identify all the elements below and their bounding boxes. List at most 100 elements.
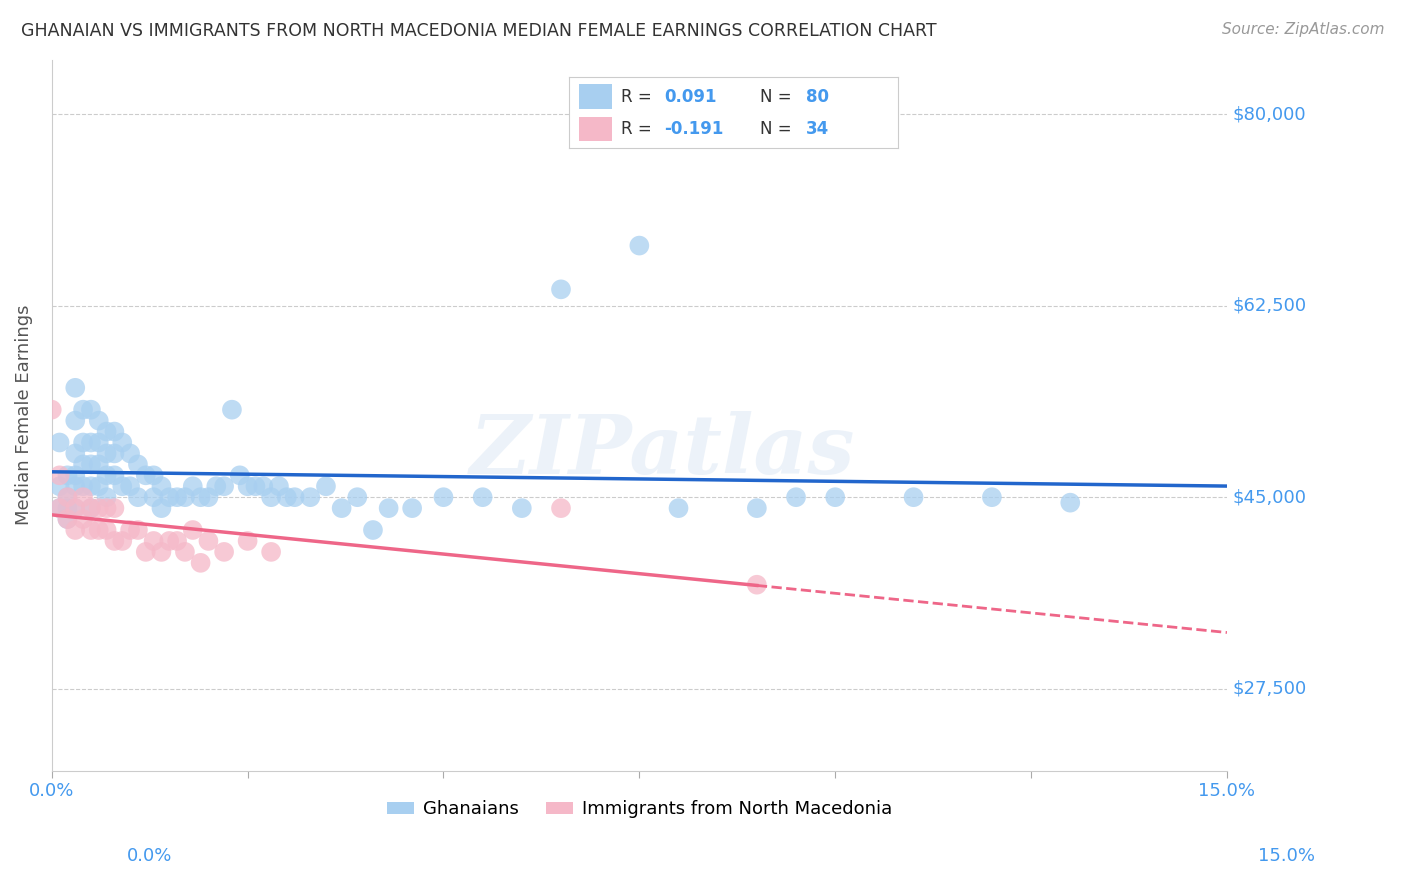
Point [96,523,118,537]
Point [245,479,267,493]
Point [72,490,94,504]
Point [120,446,142,460]
Point [471,490,494,504]
Point [103,468,125,483]
Point [150,545,173,559]
Point [432,490,454,504]
Point [80,458,103,472]
Point [785,490,807,504]
Point [96,446,118,460]
Point [87,479,110,493]
Point [174,490,197,504]
Point [166,533,188,548]
Point [80,501,103,516]
Point [190,490,212,504]
Point [361,523,384,537]
Point [1059,496,1081,510]
Point [87,414,110,428]
Point [824,490,846,504]
Point [157,533,180,548]
Text: GHANAIAN VS IMMIGRANTS FROM NORTH MACEDONIA MEDIAN FEMALE EARNINGS CORRELATION C: GHANAIAN VS IMMIGRANTS FROM NORTH MACEDO… [21,22,936,40]
Point [80,402,103,417]
Point [197,490,219,504]
Point [142,468,165,483]
Point [96,501,118,516]
Point [111,533,134,548]
Point [127,458,149,472]
Point [56,512,79,526]
Point [401,501,423,516]
Point [72,479,94,493]
Point [346,490,368,504]
Point [56,490,79,504]
Point [212,479,235,493]
Point [56,468,79,483]
Point [550,282,572,296]
Point [48,501,70,516]
Point [299,490,322,504]
Point [56,490,79,504]
Point [65,501,87,516]
Point [127,490,149,504]
Point [315,479,337,493]
Point [174,545,197,559]
Point [96,490,118,504]
Point [510,501,533,516]
Point [330,501,353,516]
Point [48,501,70,516]
Point [72,402,94,417]
Point [377,501,399,516]
Text: $27,500: $27,500 [1233,680,1308,698]
Point [157,490,180,504]
Text: $62,500: $62,500 [1233,297,1308,315]
Point [181,479,204,493]
Point [260,545,283,559]
Point [166,490,188,504]
Point [103,425,125,439]
Point [65,523,87,537]
Point [41,402,63,417]
Point [628,238,651,252]
Point [212,545,235,559]
Point [150,479,173,493]
Point [120,479,142,493]
Point [87,435,110,450]
Y-axis label: Median Female Earnings: Median Female Earnings [15,305,32,525]
Point [80,523,103,537]
Point [65,501,87,516]
Point [96,425,118,439]
Point [745,501,768,516]
Point [150,501,173,516]
Point [56,512,79,526]
Text: $80,000: $80,000 [1233,105,1306,123]
Point [65,479,87,493]
Point [190,556,212,570]
Point [80,435,103,450]
Point [56,501,79,516]
Point [87,458,110,472]
Point [745,578,768,592]
Point [980,490,1002,504]
Point [103,533,125,548]
Point [111,479,134,493]
Point [48,479,70,493]
Point [260,490,283,504]
Point [80,501,103,516]
Point [668,501,690,516]
Text: $45,000: $45,000 [1233,488,1306,506]
Point [236,533,259,548]
Point [111,435,134,450]
Point [96,468,118,483]
Point [48,468,70,483]
Point [65,468,87,483]
Point [65,381,87,395]
Point [197,533,219,548]
Text: Source: ZipAtlas.com: Source: ZipAtlas.com [1222,22,1385,37]
Point [135,468,157,483]
Point [229,468,252,483]
Point [87,501,110,516]
Point [142,533,165,548]
Point [103,501,125,516]
Point [205,479,228,493]
Point [72,458,94,472]
